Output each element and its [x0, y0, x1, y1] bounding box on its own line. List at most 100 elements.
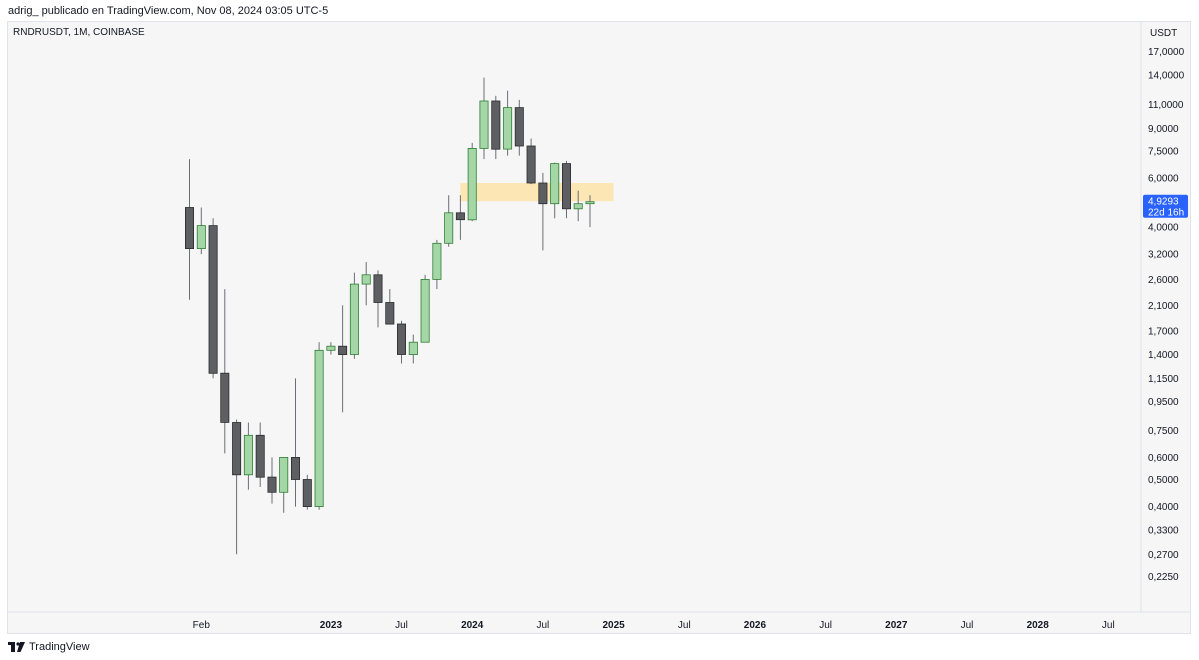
time-tick-label: Jul: [678, 620, 691, 631]
candle-body-down: [455, 212, 465, 221]
candle[interactable]: [467, 142, 477, 222]
price-tick-label: 11,0000: [1148, 100, 1184, 111]
candle[interactable]: [420, 274, 430, 343]
candle-body-up: [550, 163, 560, 205]
candle-body-down: [267, 476, 277, 493]
candle-body-up: [196, 225, 206, 250]
price-tick-label: 0,2700: [1148, 550, 1179, 561]
candle[interactable]: [361, 262, 371, 306]
candle[interactable]: [184, 159, 194, 300]
candle[interactable]: [338, 305, 348, 413]
candle-body-up: [326, 345, 336, 351]
candle[interactable]: [255, 422, 265, 488]
candle-body-up: [573, 203, 583, 210]
candle[interactable]: [526, 138, 536, 185]
time-tick-label: Jul: [819, 620, 832, 631]
tradingview-logo[interactable]: TradingView: [8, 641, 90, 653]
chart-pane[interactable]: [7, 21, 1191, 634]
candle[interactable]: [550, 162, 560, 219]
candle[interactable]: [208, 218, 218, 379]
candle[interactable]: [514, 99, 524, 156]
candle[interactable]: [349, 272, 359, 359]
candle-body-down: [208, 225, 218, 374]
candle-body-down: [290, 456, 300, 480]
last-price-badge: [1143, 194, 1188, 218]
time-tick-label: Jul: [1102, 620, 1115, 631]
time-axis[interactable]: Feb 2023 Jul 2024 Jul 2025 Jul 2026 Jul 2027 Jul 20…: [193, 620, 1115, 631]
candle-body-down: [562, 163, 572, 210]
candle-body-up: [479, 100, 489, 149]
candle[interactable]: [432, 239, 442, 290]
candle[interactable]: [232, 419, 242, 555]
price-tick-label: 0,5000: [1148, 475, 1179, 486]
time-tick-label: Jul: [395, 620, 408, 631]
candle[interactable]: [326, 342, 336, 355]
candle-body-down: [220, 372, 230, 423]
candle-body-down: [538, 182, 548, 205]
candle-body-down: [385, 302, 395, 325]
time-tick-label: Jul: [537, 620, 550, 631]
price-tick-label: 7,5000: [1148, 146, 1179, 157]
candle[interactable]: [302, 474, 312, 510]
candle-body-down: [396, 323, 406, 355]
candle-body-up: [408, 341, 418, 356]
candle[interactable]: [290, 378, 300, 507]
candle-body-down: [302, 479, 312, 508]
candle[interactable]: [267, 457, 277, 504]
publisher-byline: adrig_ publicado en TradingView.com, Nov…: [8, 5, 329, 17]
time-tick-label: Jul: [961, 620, 974, 631]
candle-body-up: [432, 242, 442, 280]
price-tick-label: 2,6000: [1148, 275, 1179, 286]
candle[interactable]: [455, 195, 465, 240]
candle[interactable]: [396, 320, 406, 364]
price-tick-label: 17,0000: [1148, 47, 1185, 58]
time-tick-label: 2028: [1027, 620, 1050, 631]
candle[interactable]: [385, 289, 395, 325]
tradingview-brand-text: TradingView: [29, 641, 90, 653]
candle[interactable]: [408, 334, 418, 364]
price-tick-label: 1,1500: [1148, 374, 1179, 385]
candle[interactable]: [479, 77, 489, 160]
candle[interactable]: [314, 342, 324, 510]
candle-body-up: [243, 434, 253, 476]
candle[interactable]: [196, 207, 206, 255]
price-tick-label: 0,9500: [1148, 397, 1179, 408]
price-tick-label: 0,4000: [1148, 502, 1179, 513]
time-tick-label: Feb: [193, 620, 211, 631]
last-price-value: 4,9293: [1148, 197, 1179, 208]
candle[interactable]: [279, 456, 289, 513]
candle[interactable]: [585, 195, 595, 228]
candle-body-down: [526, 145, 536, 184]
candle-body-down: [255, 434, 265, 478]
candle[interactable]: [220, 289, 230, 454]
candle[interactable]: [373, 270, 383, 328]
price-tick-label: 1,4000: [1148, 350, 1179, 361]
symbol-title: RNDRUSDT, 1M, COINBASE: [13, 27, 145, 38]
bar-countdown: 22d 16h: [1148, 208, 1184, 219]
candle-body-up: [420, 278, 430, 343]
price-tick-label: 0,2250: [1148, 572, 1179, 583]
candle-body-up: [349, 283, 359, 355]
candle[interactable]: [562, 160, 572, 219]
candles-layer: [184, 77, 595, 555]
candle-body-down: [338, 345, 348, 356]
candle-body-up: [585, 201, 595, 205]
price-axis-unit: USDT: [1150, 28, 1177, 39]
candle[interactable]: [503, 90, 513, 156]
candle[interactable]: [573, 190, 583, 222]
time-tick-label: 2027: [885, 620, 908, 631]
candle-body-down: [514, 107, 524, 147]
price-tick-label: 0,3300: [1148, 526, 1179, 537]
candle[interactable]: [491, 95, 501, 160]
price-axis[interactable]: USDT 17,0000 14,0000 11,0000 9,0000 7,5000 6,…: [1148, 28, 1185, 583]
support-zone-rect[interactable]: [460, 183, 614, 202]
candle[interactable]: [243, 422, 253, 490]
candle-body-up: [314, 349, 324, 507]
time-tick-label: 2025: [602, 620, 625, 631]
candle[interactable]: [538, 172, 548, 251]
candle-body-up: [361, 274, 371, 285]
candle[interactable]: [444, 195, 454, 247]
price-tick-label: 1,7000: [1148, 327, 1179, 338]
